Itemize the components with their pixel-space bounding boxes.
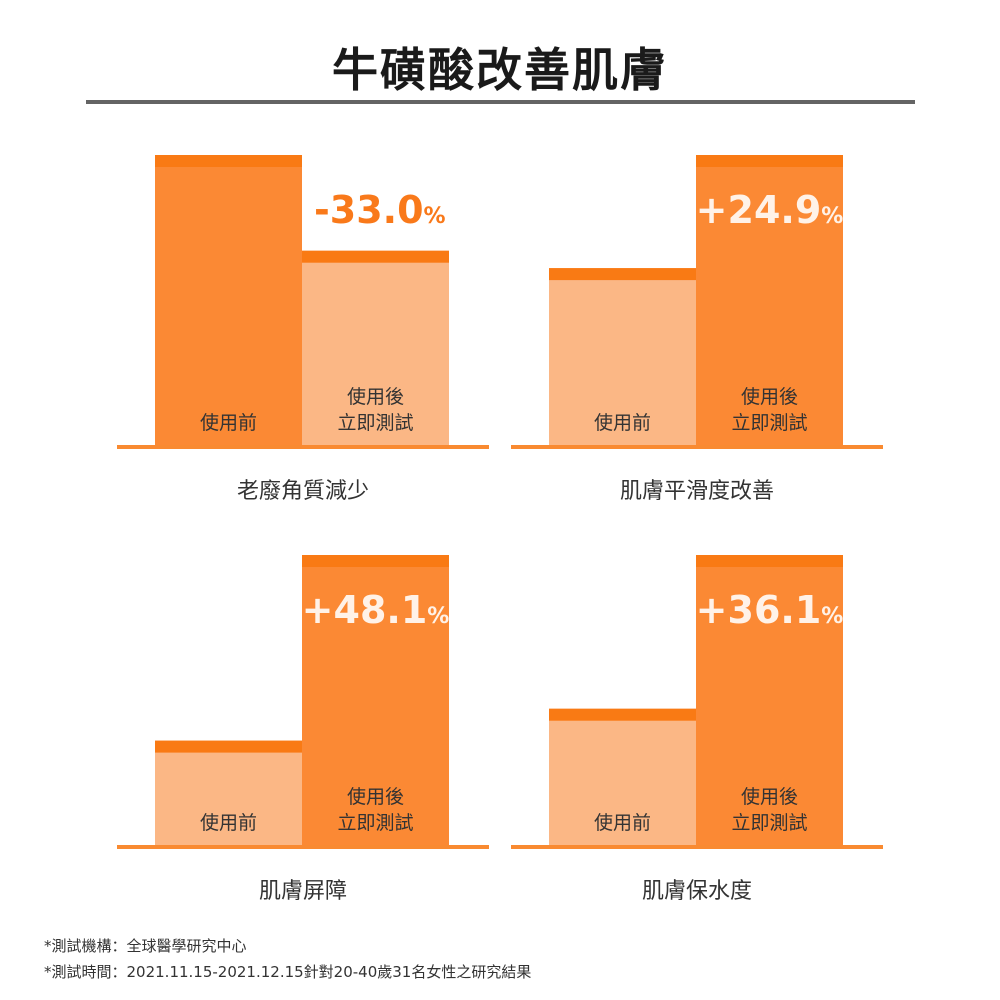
chart-baseline [117,445,489,449]
bar-cap [155,155,302,167]
bar-cap [302,250,449,263]
bar-category-label: 立即測試 [731,412,807,434]
chart-panel-hydration: 使用前 使用後立即測試 +36.1% 肌膚保水度 [511,555,883,935]
bar-category-label: 使用前 [200,412,257,434]
bar-category-label: 立即測試 [731,812,807,834]
chart-baseline [511,845,883,849]
bar-cap [549,708,696,721]
bar-before [155,155,302,445]
bar-category-label: 立即測試 [337,812,413,834]
bar-category-label: 使用前 [200,812,257,834]
footnote-institution: *測試機構：全球醫學研究中心 [44,937,247,955]
chart-title: 肌膚保水度 [641,879,752,904]
bar-before [549,268,696,445]
bar-before [549,708,696,845]
bar-cap [302,555,449,567]
chart-panel-smoothness: 使用前 使用後立即測試 +24.9% 肌膚平滑度改善 [511,155,883,535]
page-title: 牛磺酸改善肌膚 [332,43,668,97]
chart-baseline [511,445,883,449]
bar-cap [696,155,843,167]
bar-after [696,555,843,845]
bar-category-label: 使用後 [741,786,798,808]
chart-panel-barrier: 使用前 使用後立即測試 +48.1% 肌膚屏障 [117,555,489,935]
footnote-period: *測試時間：2021.11.15-2021.12.15針對20-40歲31名女性… [44,963,532,981]
chart-title: 老廢角質減少 [236,479,369,504]
bar-category-label: 使用後 [347,786,404,808]
bar-after [302,555,449,845]
bar-cap [155,740,302,753]
bar-category-label: 使用後 [347,386,404,408]
change-percent-label: -33.0% [314,188,446,232]
chart-baseline [117,845,489,849]
bar-before [155,740,302,845]
bar-cap [696,555,843,567]
bar-category-label: 使用前 [594,812,651,834]
chart-panel-exfoliation: 使用前 使用後立即測試 -33.0% 老廢角質減少 [117,155,489,535]
title-divider [86,100,915,104]
change-percent-label: +24.9% [696,188,844,232]
bar-category-label: 立即測試 [337,412,413,434]
chart-title: 肌膚平滑度改善 [619,479,774,504]
bar-category-label: 使用前 [594,412,651,434]
bar-cap [549,268,696,281]
bar-category-label: 使用後 [741,386,798,408]
bar-after [696,155,843,445]
bar-after [302,250,449,445]
change-percent-label: +48.1% [302,588,450,632]
change-percent-label: +36.1% [696,588,844,632]
chart-title: 肌膚屏障 [258,879,347,904]
